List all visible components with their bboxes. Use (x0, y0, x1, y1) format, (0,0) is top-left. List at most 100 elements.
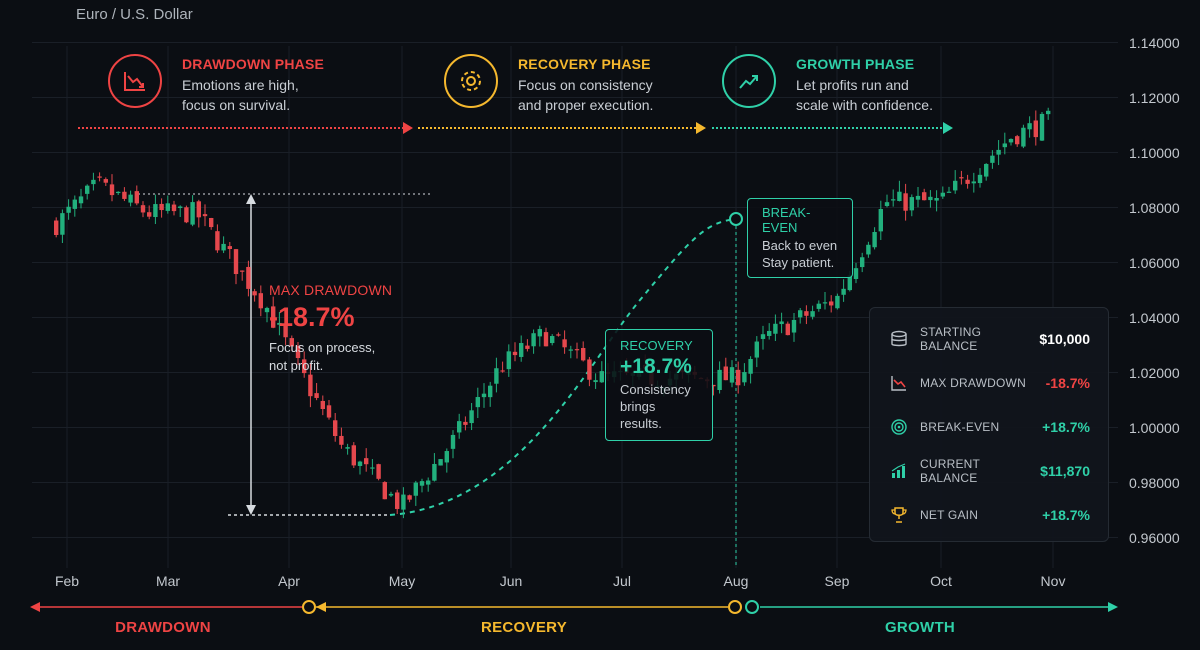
candle (308, 363, 313, 408)
candle-body (500, 370, 505, 372)
candle-body (320, 400, 325, 409)
candle-body (140, 205, 146, 213)
y-tick-label: 1.04000 (1129, 309, 1180, 326)
candle-body (977, 174, 983, 184)
candle-body (562, 339, 567, 348)
phase-title: RECOVERY PHASE (518, 56, 651, 72)
stat-value: -18.7% (1045, 375, 1090, 391)
candle-body (779, 321, 784, 325)
candle-body (209, 217, 214, 228)
phase-desc: Let profits run and scale with confidenc… (796, 77, 933, 113)
y-tick-label: 1.02000 (1129, 364, 1180, 381)
candle-body (822, 302, 828, 304)
candle (587, 356, 592, 387)
candle-body (1027, 123, 1032, 130)
candle (822, 291, 828, 310)
candle-body (760, 334, 766, 339)
candle (984, 163, 989, 181)
candle-body (506, 351, 511, 370)
candle-body (593, 380, 598, 383)
timeline-node-3 (745, 600, 759, 614)
candle-body (295, 345, 301, 359)
candle (804, 305, 809, 325)
candle (271, 296, 276, 329)
stat-row: CURRENT BALANCE $11,870 (888, 457, 1090, 485)
stats-panel: STARTING BALANCE $10,000 MAX DRAWDOWN -1… (869, 307, 1109, 542)
candle-body (171, 204, 177, 212)
phase-desc: Emotions are high, focus on survival. (182, 77, 299, 113)
candle-body (785, 323, 790, 336)
candle (215, 224, 220, 253)
candle-body (85, 185, 90, 194)
pair-title: Euro / U.S. Dollar (76, 6, 193, 23)
candle-body (736, 369, 741, 386)
x-tick-label: Feb (54, 573, 80, 589)
stat-label: CURRENT BALANCE (920, 457, 980, 485)
candle-body (903, 193, 908, 211)
candle-body (990, 155, 995, 163)
candle (221, 236, 226, 254)
candle (494, 357, 499, 393)
candle-body (401, 494, 406, 510)
candle-body (326, 405, 332, 418)
candle (97, 172, 102, 182)
candle-body (984, 163, 989, 177)
x-tick-label: Jul (613, 573, 631, 589)
breakeven-annotation: BREAK-EVEN Back to even Stay patient. (747, 198, 853, 278)
candle (233, 249, 239, 285)
candle (382, 481, 387, 500)
max-drawdown-value: -18.7% (269, 302, 355, 332)
candle (326, 400, 332, 420)
candle-body (853, 268, 859, 279)
candle-body (66, 206, 71, 213)
candle (388, 491, 394, 498)
x-tick-label: Nov (1040, 573, 1066, 589)
candle-body (178, 206, 183, 208)
breakeven-desc: Back to even Stay patient. (762, 238, 838, 270)
candle (723, 357, 728, 381)
candle (85, 184, 90, 200)
candle-body (525, 345, 530, 349)
candle-body (543, 332, 549, 347)
candle (562, 330, 567, 354)
y-tick-label: 0.98000 (1129, 474, 1180, 491)
stat-row: BREAK-EVEN +18.7% (888, 415, 1090, 439)
candle-body (202, 214, 208, 217)
candle-body (72, 199, 77, 209)
x-tick-label: Aug (723, 573, 749, 589)
candle-body (283, 323, 288, 338)
candle-body (1021, 127, 1026, 147)
candle (395, 489, 400, 515)
phase-card-recovery: RECOVERY PHASE Focus on consistency and … (444, 54, 653, 115)
candle (153, 194, 158, 225)
recovery-title: RECOVERY (620, 338, 693, 353)
candle (258, 285, 263, 317)
phase-card-drawdown: DRAWDOWN PHASE Emotions are high, focus … (108, 54, 324, 115)
candle (227, 241, 232, 259)
candle-body (196, 201, 201, 218)
recovery-arrow-head (696, 122, 706, 134)
candle-body (364, 458, 369, 465)
candle-body (432, 463, 437, 481)
recovery-desc: Consistency brings results. (620, 382, 691, 431)
recovery-value: +18.7% (620, 355, 692, 378)
candle (481, 383, 487, 408)
stat-row: NET GAIN +18.7% (888, 503, 1090, 527)
stat-value: +18.7% (1042, 419, 1090, 435)
candle (959, 170, 964, 185)
candle-body (909, 197, 914, 211)
candle-body (233, 249, 239, 275)
candle (531, 329, 536, 354)
y-tick-label: 1.14000 (1129, 34, 1180, 51)
candle (1046, 107, 1051, 120)
candle-body (829, 301, 834, 306)
candle (915, 186, 921, 208)
candle-body (246, 266, 251, 289)
candle-body (308, 374, 313, 397)
candle (78, 188, 84, 209)
candle-body (91, 179, 96, 185)
candle-body (469, 410, 474, 424)
timeline-label-recovery: RECOVERY (480, 619, 568, 636)
candle-body (928, 196, 933, 201)
stat-label: BREAK-EVEN (920, 420, 1000, 434)
